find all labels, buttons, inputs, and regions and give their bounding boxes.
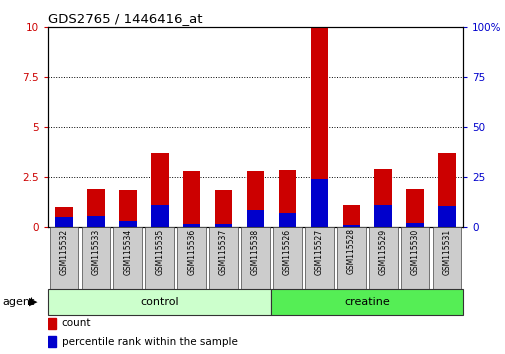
Bar <box>48 336 56 347</box>
Text: agent: agent <box>3 297 35 307</box>
Bar <box>374 169 391 227</box>
Bar <box>342 224 360 227</box>
Bar <box>406 223 423 227</box>
Text: GSM115528: GSM115528 <box>346 228 355 274</box>
Bar <box>271 289 462 315</box>
Bar <box>215 189 232 227</box>
Bar <box>119 189 136 227</box>
Text: GSM115532: GSM115532 <box>60 228 68 275</box>
Text: GSM115536: GSM115536 <box>187 228 196 275</box>
Text: count: count <box>62 318 91 328</box>
Bar <box>432 227 461 289</box>
Bar <box>48 318 56 329</box>
Bar <box>368 227 397 289</box>
Bar <box>342 205 360 227</box>
Bar <box>150 205 168 227</box>
Text: GSM115527: GSM115527 <box>314 228 323 275</box>
Bar <box>113 227 142 289</box>
Text: creatine: creatine <box>344 297 389 307</box>
Bar <box>55 217 73 227</box>
Bar <box>437 206 455 227</box>
Text: GSM115537: GSM115537 <box>219 228 228 275</box>
Bar <box>336 227 365 289</box>
Bar <box>145 227 174 289</box>
Bar <box>119 221 136 227</box>
Text: GSM115530: GSM115530 <box>410 228 419 275</box>
Bar <box>278 170 295 227</box>
Bar <box>310 27 328 227</box>
Text: GSM115531: GSM115531 <box>442 228 450 275</box>
Text: GSM115534: GSM115534 <box>123 228 132 275</box>
Text: GSM115533: GSM115533 <box>91 228 100 275</box>
Text: GSM115538: GSM115538 <box>250 228 260 275</box>
Bar <box>150 153 168 227</box>
Bar <box>246 171 264 227</box>
Bar <box>87 216 105 227</box>
Bar <box>55 207 73 227</box>
Bar <box>400 227 429 289</box>
Bar <box>305 227 333 289</box>
Bar <box>374 205 391 227</box>
Bar <box>437 153 455 227</box>
Text: GSM115535: GSM115535 <box>155 228 164 275</box>
Bar <box>241 227 269 289</box>
Text: ▶: ▶ <box>29 297 38 307</box>
Bar <box>278 212 295 227</box>
Bar <box>183 171 200 227</box>
Bar <box>48 289 271 315</box>
Text: GSM115529: GSM115529 <box>378 228 387 275</box>
Bar <box>406 189 423 227</box>
Bar <box>209 227 237 289</box>
Bar <box>177 227 206 289</box>
Bar <box>273 227 301 289</box>
Text: GDS2765 / 1446416_at: GDS2765 / 1446416_at <box>48 12 202 25</box>
Text: percentile rank within the sample: percentile rank within the sample <box>62 337 237 347</box>
Text: GSM115526: GSM115526 <box>282 228 291 275</box>
Bar <box>310 178 328 227</box>
Text: control: control <box>140 297 179 307</box>
Bar <box>81 227 110 289</box>
Bar <box>49 227 78 289</box>
Bar <box>183 224 200 227</box>
Bar <box>87 189 105 227</box>
Bar <box>246 210 264 227</box>
Bar <box>215 224 232 227</box>
